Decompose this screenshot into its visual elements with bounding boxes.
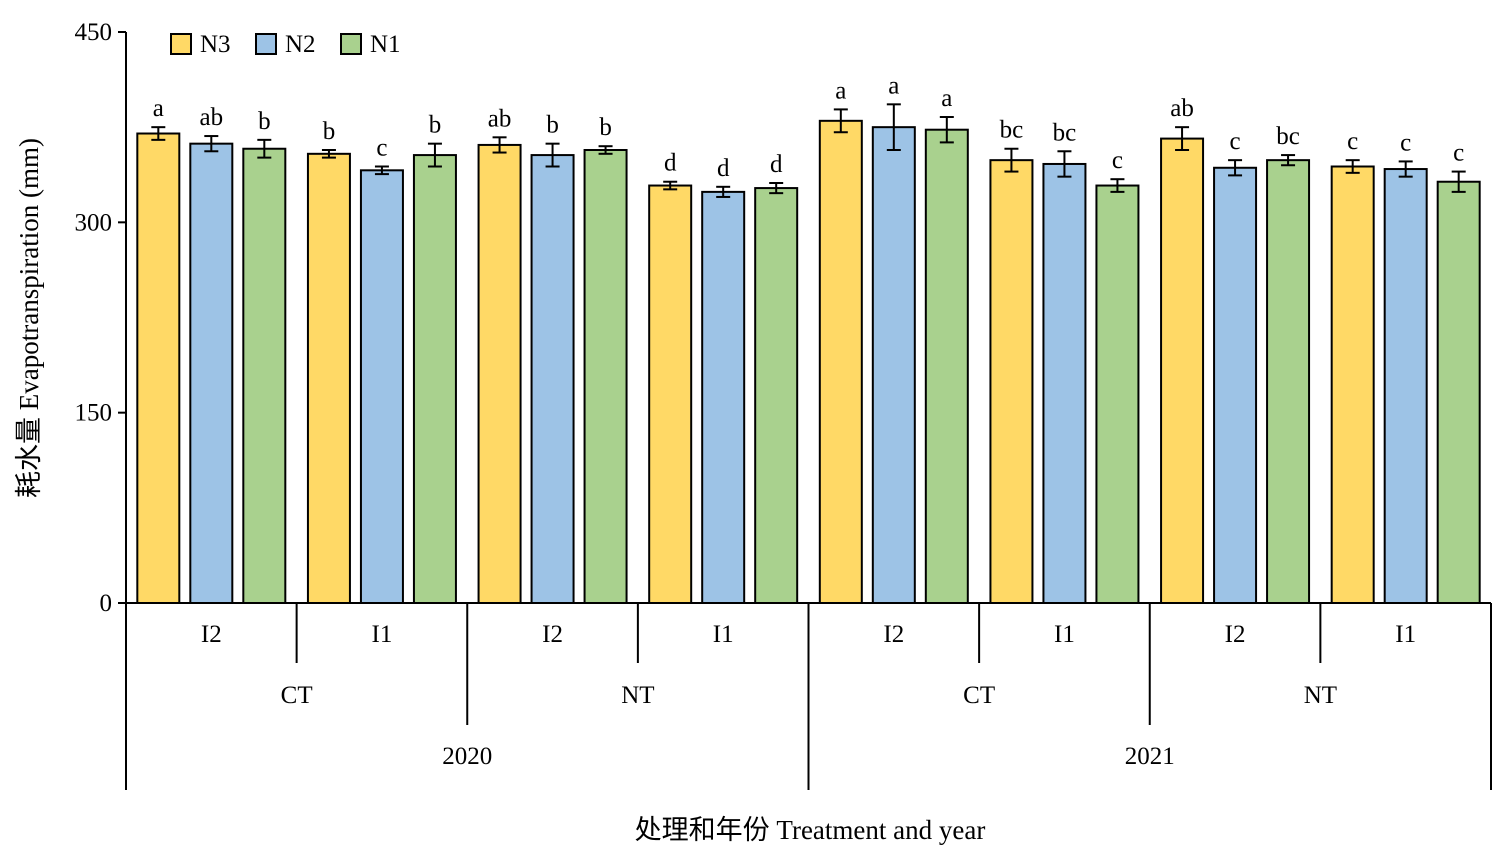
x-tick-label-level2: CT <box>963 682 995 709</box>
significance-letter: ab <box>488 105 512 132</box>
significance-letter: ab <box>200 104 224 131</box>
legend-swatch-n1 <box>340 33 362 55</box>
x-tick-label-level1: I2 <box>883 621 904 648</box>
significance-letter: d <box>664 150 677 177</box>
x-tick-label-level3: 2021 <box>1125 743 1175 770</box>
x-tick-label-level1: I2 <box>1225 621 1246 648</box>
y-tick-label: 300 <box>75 209 113 236</box>
bar-n1-0 <box>242 147 287 604</box>
legend-swatch-n2 <box>255 33 277 55</box>
significance-letter: bc <box>1276 123 1300 150</box>
significance-letter: c <box>376 135 387 162</box>
legend-label-n1: N1 <box>370 31 401 58</box>
bar-n2-1 <box>359 169 404 604</box>
bar-n2-4 <box>871 126 916 605</box>
bar-n3-0 <box>136 132 181 604</box>
significance-letter: b <box>546 112 559 139</box>
bar-n1-2 <box>583 149 628 605</box>
significance-letter: d <box>717 155 730 182</box>
bar-n1-1 <box>412 154 457 605</box>
bar-n3-6 <box>1160 137 1205 604</box>
x-tick-label-level1: I2 <box>542 621 563 648</box>
x-tick-label-level1: I1 <box>1054 621 1075 648</box>
significance-letter: c <box>1400 129 1411 156</box>
significance-letter: b <box>599 114 612 141</box>
significance-letter: a <box>153 95 164 122</box>
bar-n2-0 <box>189 142 234 604</box>
significance-letter: a <box>888 72 899 99</box>
significance-letter: d <box>770 151 783 178</box>
x-axis-title: 处理和年份 Treatment and year <box>635 815 986 845</box>
x-tick-label-level2: NT <box>621 682 654 709</box>
bar-n2-5 <box>1042 162 1087 604</box>
legend-label-n3: N3 <box>200 31 231 58</box>
significance-letter: c <box>1453 140 1464 167</box>
bar-n1-4 <box>924 128 969 604</box>
significance-letter: ab <box>1170 95 1194 122</box>
x-tick-label-level1: I1 <box>372 621 393 648</box>
significance-letter: c <box>1230 128 1241 155</box>
significance-letter: b <box>323 118 336 145</box>
bar-n1-6 <box>1266 159 1311 604</box>
bar-n3-2 <box>477 143 522 604</box>
legend: N3 N2 N1 <box>170 31 401 58</box>
bar-n3-3 <box>648 184 693 604</box>
significance-letter: a <box>835 77 846 104</box>
bar-n2-6 <box>1213 166 1258 604</box>
legend-label-n2: N2 <box>285 31 316 58</box>
bar-n3-5 <box>989 159 1034 604</box>
x-tick-label-level3: 2020 <box>442 743 492 770</box>
significance-letter: c <box>1112 147 1123 174</box>
significance-letter: b <box>258 108 271 135</box>
bar-n2-3 <box>701 190 746 604</box>
significance-letter: bc <box>1053 119 1077 146</box>
bar-n3-1 <box>306 152 351 605</box>
significance-letter: b <box>429 112 442 139</box>
y-tick-label: 0 <box>100 590 113 617</box>
bar-n2-7 <box>1383 168 1428 604</box>
y-axis-title: 耗水量 Evapotranspiration (mm) <box>14 138 44 498</box>
x-tick-label-level1: I1 <box>713 621 734 648</box>
bars-layer <box>136 103 1481 605</box>
axes-layer: 0 150 300 450 I2 I1 I2 I1 I2 I1 I2 I1 CT NT CT NT 2020 20… <box>75 19 1492 790</box>
significance-letter: a <box>941 85 952 112</box>
bar-n3-7 <box>1330 165 1375 604</box>
x-tick-label-level1: I2 <box>201 621 222 648</box>
x-tick-label-level2: NT <box>1304 682 1337 709</box>
y-tick-label: 450 <box>75 19 113 46</box>
legend-swatch-n3 <box>170 33 192 55</box>
significance-letter: c <box>1347 128 1358 155</box>
y-tick-label: 150 <box>75 400 113 427</box>
significance-letter: bc <box>1000 117 1024 144</box>
bar-n1-3 <box>754 187 799 604</box>
x-tick-label-level1: I1 <box>1395 621 1416 648</box>
bar-n1-7 <box>1436 180 1481 604</box>
bar-n2-2 <box>530 154 575 605</box>
bar-n3-4 <box>818 119 863 604</box>
x-tick-label-level2: CT <box>281 682 313 709</box>
bar-n1-5 <box>1095 184 1140 604</box>
